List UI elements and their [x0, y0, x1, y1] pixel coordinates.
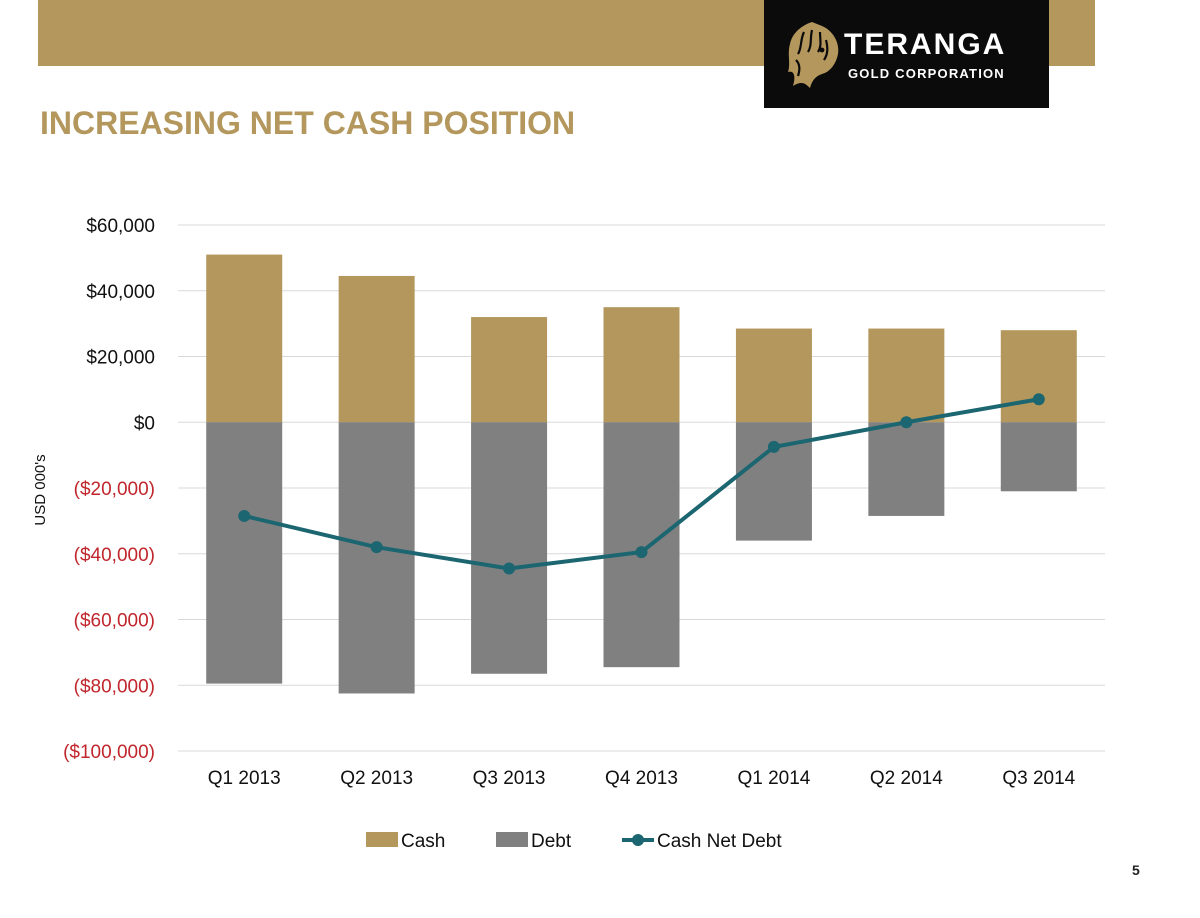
- lion-icon: [788, 22, 839, 88]
- net-debt-point: [238, 509, 251, 522]
- legend-swatch: [366, 832, 398, 847]
- page-number: 5: [1132, 862, 1140, 878]
- debt-bar: [338, 422, 415, 694]
- y-tick-label: ($20,000): [74, 479, 155, 500]
- y-tick-label: ($80,000): [74, 676, 155, 697]
- net-debt-point: [1032, 393, 1045, 406]
- page-title: INCREASING NET CASH POSITION: [40, 105, 576, 141]
- x-tick-label: Q2 2013: [340, 768, 413, 789]
- net-debt-point: [503, 562, 516, 575]
- legend-label: Debt: [531, 831, 572, 852]
- debt-bar: [868, 422, 945, 516]
- x-tick-label: Q2 2014: [870, 768, 943, 789]
- x-tick-label: Q3 2014: [1002, 768, 1075, 789]
- cash-bar: [1000, 330, 1077, 423]
- legend-swatch: [496, 832, 528, 847]
- net-debt-point: [900, 416, 913, 429]
- debt-bar: [1000, 422, 1077, 492]
- cash-bar: [868, 328, 945, 423]
- net-debt-line: [238, 393, 1045, 575]
- x-tick-label: Q1 2014: [737, 768, 810, 789]
- y-tick-label: $40,000: [86, 282, 155, 303]
- x-tick-label: Q1 2013: [208, 768, 281, 789]
- net-debt-point: [370, 541, 383, 554]
- cash-bar: [338, 275, 415, 423]
- y-axis-label: USD 000's: [32, 454, 49, 525]
- x-tick-label: Q4 2013: [605, 768, 678, 789]
- debt-bar: [603, 422, 680, 668]
- logo-name: TERANGA: [844, 28, 1007, 61]
- cash-bar: [471, 317, 548, 423]
- x-tick-label: Q3 2013: [473, 768, 546, 789]
- y-tick-label: ($60,000): [74, 611, 155, 632]
- y-tick-label: $0: [134, 413, 155, 434]
- legend: Cash Debt Cash Net Debt: [366, 831, 782, 852]
- legend-label: Cash: [401, 831, 445, 852]
- legend-marker: [632, 834, 644, 846]
- cash-bar: [206, 254, 283, 423]
- bars: [206, 254, 1077, 694]
- net-debt-point: [635, 546, 648, 559]
- company-logo: TERANGA GOLD CORPORATION: [764, 0, 1049, 108]
- y-tick-label: ($40,000): [74, 545, 155, 566]
- y-tick-label: $20,000: [86, 348, 155, 369]
- debt-bar: [471, 422, 548, 674]
- debt-bar: [206, 422, 283, 684]
- logo-subtitle: GOLD CORPORATION: [848, 66, 1005, 81]
- y-tick-label: $60,000: [86, 216, 155, 237]
- y-axis-ticks: $60,000 $40,000 $20,000 $0 ($20,000) ($40,000…: [63, 216, 155, 763]
- x-axis-ticks: Q1 2013 Q2 2013 Q3 2013 Q4 2013 Q1 2014 Q2 20…: [208, 768, 1076, 789]
- cash-bar: [735, 328, 812, 423]
- cash-bar: [603, 307, 680, 423]
- legend-label: Cash Net Debt: [657, 831, 782, 852]
- net-debt-point: [767, 440, 780, 453]
- y-tick-label: ($100,000): [63, 742, 155, 763]
